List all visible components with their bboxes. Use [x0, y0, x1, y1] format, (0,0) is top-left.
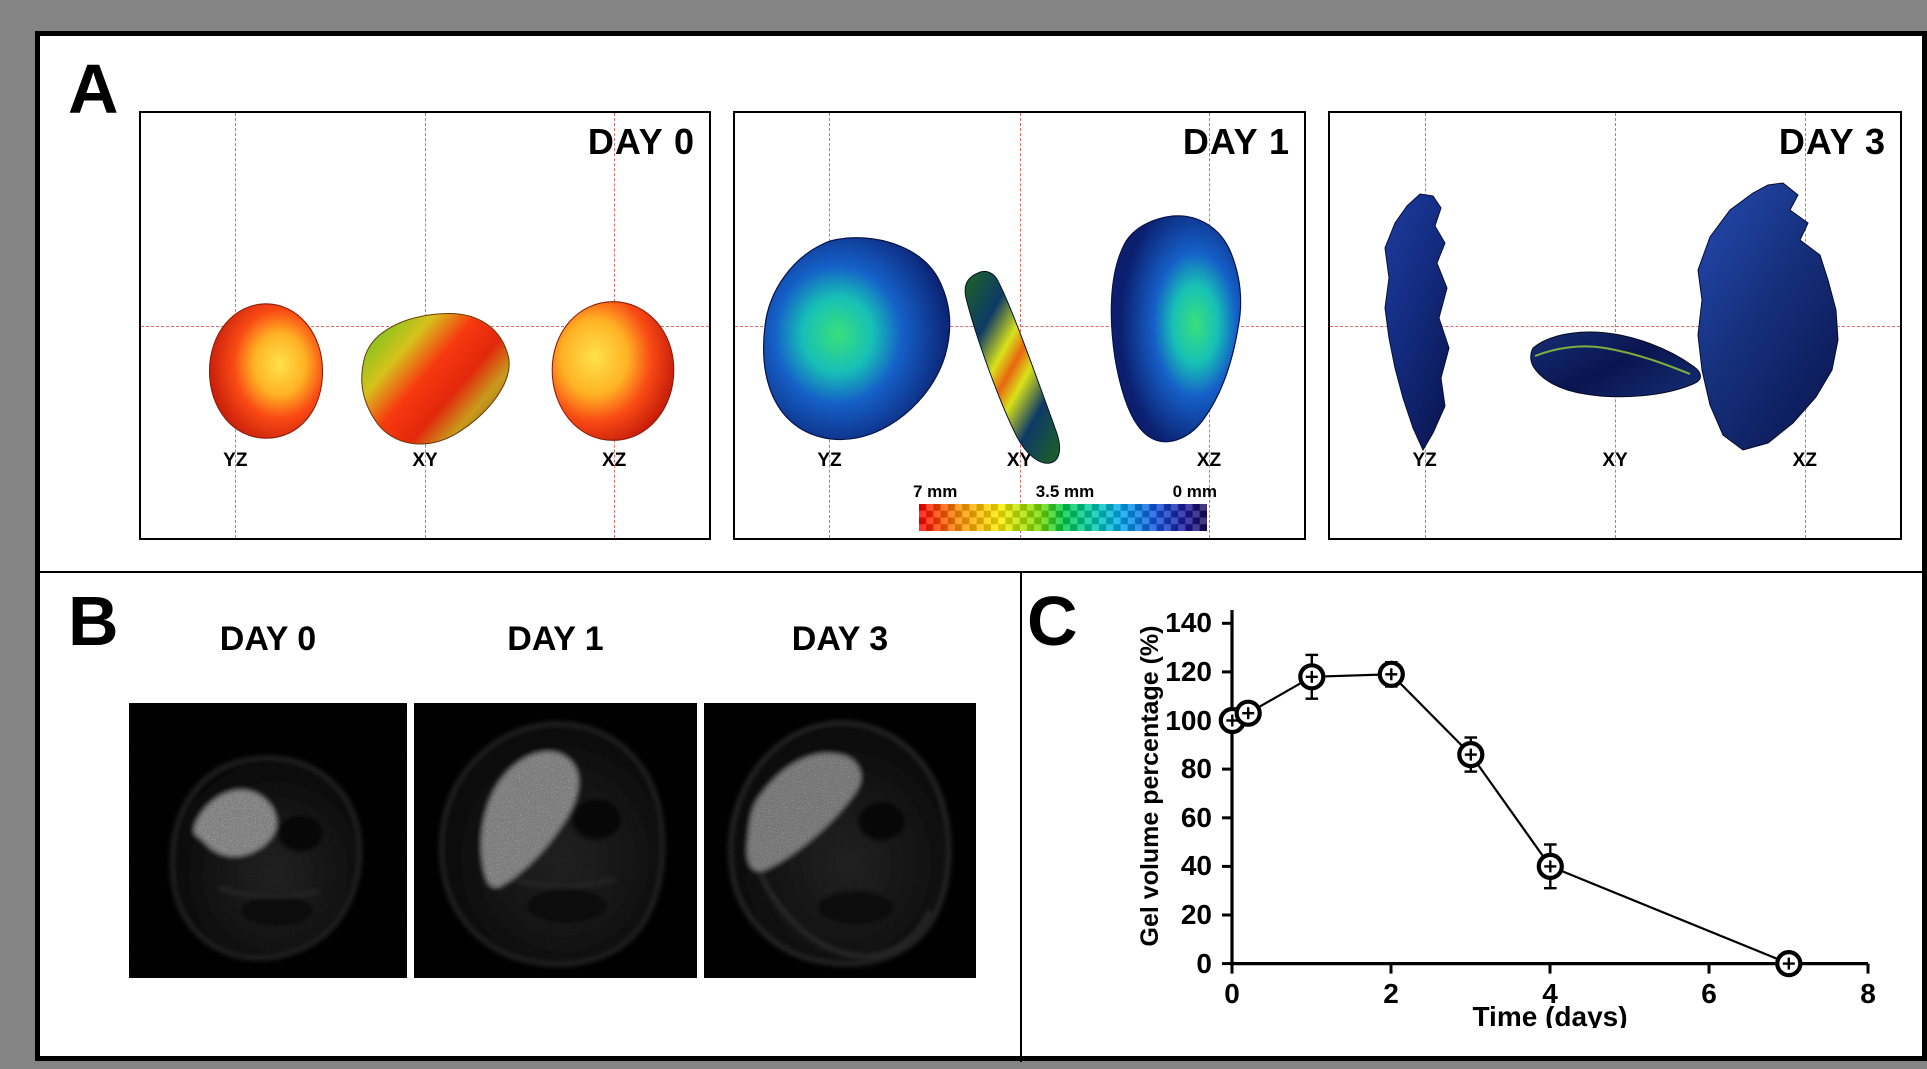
svg-text:100: 100 — [1165, 705, 1212, 736]
svg-text:20: 20 — [1181, 899, 1212, 930]
svg-text:0: 0 — [1196, 948, 1212, 979]
svg-text:60: 60 — [1181, 802, 1212, 833]
svg-text:Gel volume percentage (%): Gel volume percentage (%) — [1136, 626, 1164, 947]
svg-text:40: 40 — [1181, 850, 1212, 881]
svg-text:80: 80 — [1181, 753, 1212, 784]
svg-text:Time (days): Time (days) — [1472, 1001, 1627, 1028]
svg-text:140: 140 — [1165, 608, 1212, 638]
svg-text:6: 6 — [1701, 978, 1717, 1009]
svg-text:8: 8 — [1860, 978, 1876, 1009]
svg-text:2: 2 — [1383, 978, 1399, 1009]
svg-text:120: 120 — [1165, 656, 1212, 687]
svg-text:0: 0 — [1224, 978, 1240, 1009]
